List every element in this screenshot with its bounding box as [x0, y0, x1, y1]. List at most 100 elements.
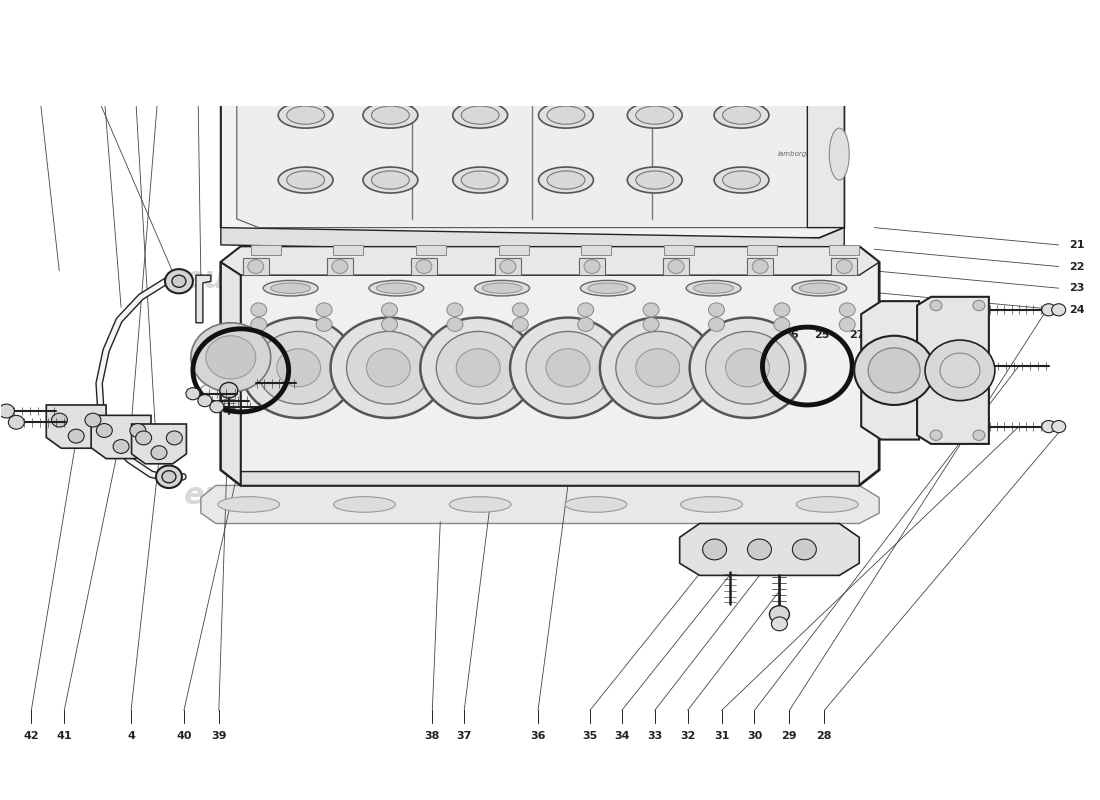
Ellipse shape — [694, 283, 734, 294]
Bar — [579, 258, 605, 275]
Polygon shape — [221, 228, 845, 255]
Circle shape — [774, 303, 790, 317]
Circle shape — [292, 7, 313, 26]
Circle shape — [569, 3, 591, 22]
Circle shape — [346, 331, 430, 404]
Polygon shape — [201, 486, 879, 523]
Circle shape — [248, 260, 264, 274]
Bar — [411, 258, 437, 275]
Ellipse shape — [461, 106, 499, 124]
Circle shape — [930, 300, 942, 310]
Circle shape — [644, 318, 659, 331]
Circle shape — [165, 269, 192, 294]
Circle shape — [771, 617, 788, 630]
Circle shape — [447, 318, 463, 331]
Text: 30: 30 — [747, 731, 762, 742]
Circle shape — [668, 260, 684, 274]
Ellipse shape — [461, 171, 499, 189]
Bar — [829, 245, 859, 255]
Circle shape — [420, 318, 536, 418]
Circle shape — [156, 466, 182, 488]
Ellipse shape — [372, 106, 409, 124]
Polygon shape — [132, 424, 186, 464]
Circle shape — [437, 331, 520, 404]
Circle shape — [135, 431, 152, 445]
Circle shape — [97, 423, 112, 438]
Ellipse shape — [287, 171, 324, 189]
Circle shape — [1052, 421, 1066, 433]
Circle shape — [631, 0, 658, 14]
Ellipse shape — [363, 102, 418, 128]
Circle shape — [206, 336, 255, 379]
Text: 26: 26 — [783, 330, 800, 340]
Text: 28: 28 — [816, 731, 832, 742]
Circle shape — [836, 260, 852, 274]
Polygon shape — [917, 297, 989, 444]
Polygon shape — [201, 374, 859, 411]
Circle shape — [644, 303, 659, 317]
Ellipse shape — [336, 386, 385, 399]
Polygon shape — [221, 262, 241, 486]
Circle shape — [616, 331, 700, 404]
Text: 39: 39 — [211, 731, 227, 742]
Ellipse shape — [714, 167, 769, 193]
Circle shape — [1042, 421, 1056, 433]
Ellipse shape — [587, 283, 628, 294]
Circle shape — [500, 260, 516, 274]
Ellipse shape — [556, 386, 605, 399]
Ellipse shape — [278, 167, 333, 193]
Text: 22: 22 — [1069, 262, 1085, 271]
Ellipse shape — [681, 497, 742, 512]
Bar — [333, 245, 363, 255]
Circle shape — [636, 349, 680, 386]
Circle shape — [510, 318, 626, 418]
Ellipse shape — [218, 497, 279, 512]
Text: eurospares: eurospares — [524, 265, 716, 294]
Ellipse shape — [792, 280, 847, 296]
Text: 25: 25 — [754, 330, 769, 340]
Circle shape — [752, 260, 768, 274]
Text: 27: 27 — [849, 330, 865, 340]
Circle shape — [742, 0, 767, 14]
Circle shape — [584, 260, 600, 274]
Ellipse shape — [539, 102, 593, 128]
Text: 37: 37 — [456, 731, 472, 742]
Bar — [664, 245, 694, 255]
Text: 21: 21 — [1069, 240, 1085, 250]
Circle shape — [708, 303, 725, 317]
Ellipse shape — [226, 386, 276, 399]
Text: 33: 33 — [647, 731, 662, 742]
Ellipse shape — [636, 106, 673, 124]
Circle shape — [198, 394, 212, 406]
Circle shape — [447, 303, 463, 317]
Ellipse shape — [446, 386, 495, 399]
Circle shape — [366, 349, 410, 386]
Circle shape — [690, 318, 805, 418]
Circle shape — [513, 318, 528, 331]
Polygon shape — [680, 523, 859, 575]
Circle shape — [382, 318, 397, 331]
Ellipse shape — [547, 171, 585, 189]
Circle shape — [578, 303, 594, 317]
Circle shape — [241, 318, 356, 418]
Circle shape — [162, 470, 176, 483]
Circle shape — [382, 303, 397, 317]
Circle shape — [422, 5, 442, 22]
Bar — [495, 258, 521, 275]
Circle shape — [578, 318, 594, 331]
Circle shape — [416, 260, 432, 274]
Text: eurospares: eurospares — [185, 482, 377, 510]
Circle shape — [868, 348, 920, 393]
Ellipse shape — [627, 167, 682, 193]
Circle shape — [68, 429, 85, 443]
Ellipse shape — [686, 280, 741, 296]
Ellipse shape — [800, 283, 839, 294]
Ellipse shape — [581, 280, 636, 296]
Ellipse shape — [475, 280, 529, 296]
Ellipse shape — [271, 283, 310, 294]
Circle shape — [0, 404, 14, 418]
Circle shape — [748, 539, 771, 560]
Circle shape — [85, 413, 101, 427]
Text: lamborghini: lamborghini — [778, 151, 821, 157]
Circle shape — [277, 349, 320, 386]
